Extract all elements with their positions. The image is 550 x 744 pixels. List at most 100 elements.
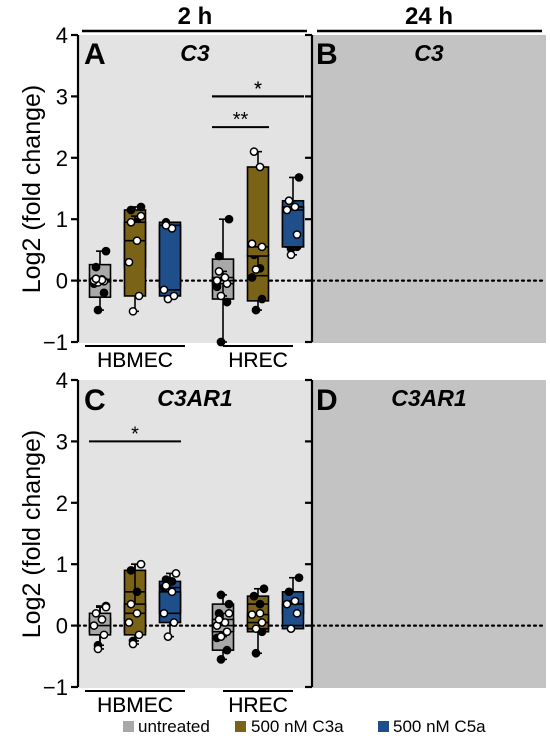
group-label-a-hbmec: HBMEC	[97, 349, 173, 372]
panel-background-b	[312, 35, 546, 343]
panel-background-a	[78, 35, 312, 343]
legend-swatch-c3a	[235, 721, 246, 732]
panel-gene-d: C3AR1	[391, 385, 466, 411]
y-axis-label-top: Log2 (fold change)	[18, 85, 46, 293]
data-point-c-untreated	[224, 599, 234, 609]
data-point-d-untreated	[224, 608, 234, 618]
y-tick-label-c: 0	[56, 614, 68, 639]
y-tick-label-a: 2	[56, 146, 68, 171]
data-point-b-untreated	[220, 273, 230, 282]
data-point-b-500-nm-c3a	[134, 291, 144, 301]
panel-background-d	[312, 380, 546, 688]
data-point-b-500-nm-c5a	[282, 205, 292, 215]
panel-letter-c: C	[84, 384, 106, 417]
group-label-b-hrec: HREC	[228, 349, 288, 372]
legend-label-untreated: untreated	[138, 717, 210, 736]
data-point-d-500-nm-c5a	[292, 608, 302, 618]
data-point-a-500-nm-c3a	[136, 202, 146, 212]
data-point-d-500-nm-c3a	[136, 559, 146, 569]
data-point-d-500-nm-c5a	[290, 596, 300, 606]
data-point-b-500-nm-c5a	[161, 220, 171, 230]
data-point-d-500-nm-c3a	[255, 608, 265, 618]
data-point-c-untreated	[222, 645, 232, 655]
data-point-c-500-nm-c5a	[284, 587, 294, 597]
legend-label-c3a: 500 nM C3a	[251, 717, 344, 736]
data-point-a-untreated	[224, 214, 234, 224]
data-point-a-untreated	[101, 246, 111, 256]
data-point-b-untreated	[212, 276, 222, 285]
legend-label-c5a: 500 nM C5a	[393, 717, 486, 736]
y-tick-label-c: 4	[56, 368, 68, 393]
y-tick-label-c: 2	[56, 491, 68, 516]
data-point-d-500-nm-c5a	[169, 618, 179, 627]
data-point-d-500-nm-c5a	[171, 569, 181, 578]
data-point-b-untreated	[214, 267, 224, 276]
data-point-b-500-nm-c3a	[132, 236, 142, 246]
y-tick-label-a: 3	[56, 84, 68, 109]
data-point-b-untreated	[216, 291, 226, 301]
data-point-b-500-nm-c3a	[255, 162, 265, 172]
data-point-c-500-nm-c5a	[294, 573, 304, 583]
data-point-c-untreated	[216, 590, 226, 600]
data-point-d-500-nm-c3a	[126, 599, 136, 609]
significance-label-c: *	[131, 423, 139, 445]
significance-label-a: *	[254, 78, 262, 100]
group-label-a-hrec: HREC	[228, 349, 288, 372]
group-label-b-hbmec: HBMEC	[97, 349, 173, 372]
significance-label-b: *	[254, 78, 262, 100]
y-tick-label-c: 3	[56, 429, 68, 454]
column-header-24h: 24 h	[405, 3, 453, 30]
y-tick-label-a: −1	[43, 330, 68, 355]
data-point-d-untreated	[97, 615, 107, 624]
panel-letter-b: B	[316, 38, 338, 71]
data-point-c-500-nm-c3a	[249, 591, 259, 601]
data-point-d-500-nm-c5a	[167, 587, 177, 597]
data-point-b-untreated	[91, 274, 101, 284]
data-point-b-500-nm-c3a	[128, 306, 138, 316]
data-point-b-500-nm-c3a	[257, 242, 267, 252]
data-point-d-500-nm-c3a	[128, 639, 138, 649]
group-label-c-hrec: HREC	[228, 694, 288, 717]
data-point-b-500-nm-c5a	[290, 202, 300, 212]
group-label-d-hrec: HREC	[228, 694, 288, 717]
data-point-d-untreated	[93, 644, 103, 654]
data-point-a-untreated	[214, 251, 224, 261]
data-point-d-untreated	[101, 602, 111, 612]
data-point-a-500-nm-c3a	[247, 273, 257, 282]
data-point-d-untreated	[89, 621, 99, 630]
data-point-b-500-nm-c3a	[249, 147, 259, 157]
legend-swatch-c5a	[378, 721, 389, 732]
data-point-c-500-nm-c3a	[255, 599, 265, 609]
data-point-b-500-nm-c5a	[284, 196, 294, 206]
panel-letter-d: D	[316, 384, 338, 417]
data-point-c-untreated	[216, 655, 226, 664]
data-point-d-500-nm-c5a	[163, 632, 173, 642]
box-d-hbmec-500-nm-c5a	[158, 591, 182, 624]
data-point-d-500-nm-c5a	[282, 599, 292, 609]
box-b-hbmec-500-nm-c5a	[158, 224, 182, 297]
data-point-a-untreated	[93, 305, 103, 315]
y-axis-label-bottom: Log2 (fold change)	[18, 430, 46, 638]
data-point-d-untreated	[214, 615, 224, 624]
data-point-d-500-nm-c5a	[161, 581, 171, 591]
data-point-b-500-nm-c3a	[251, 265, 261, 274]
panel-gene-a: C3	[180, 40, 210, 66]
data-point-c-500-nm-c3a	[126, 565, 136, 575]
data-point-d-500-nm-c3a	[257, 618, 267, 627]
data-point-b-500-nm-c5a	[159, 285, 169, 295]
y-tick-label-a: 1	[56, 207, 68, 232]
data-point-c-500-nm-c3a	[259, 584, 269, 594]
data-point-b-500-nm-c3a	[126, 217, 136, 227]
data-point-a-untreated	[91, 262, 101, 272]
data-point-b-500-nm-c3a	[247, 239, 257, 249]
data-point-a-500-nm-c3a	[251, 305, 261, 315]
data-point-d-untreated	[99, 630, 109, 640]
column-header-2h: 2 h	[178, 3, 213, 30]
legend: untreated 500 nM C3a 500 nM C5a	[123, 717, 486, 736]
data-point-c-500-nm-c3a	[251, 648, 261, 658]
data-point-d-500-nm-c3a	[132, 608, 142, 618]
legend-swatch-untreated	[123, 721, 134, 732]
data-point-a-500-nm-c3a	[257, 294, 267, 304]
